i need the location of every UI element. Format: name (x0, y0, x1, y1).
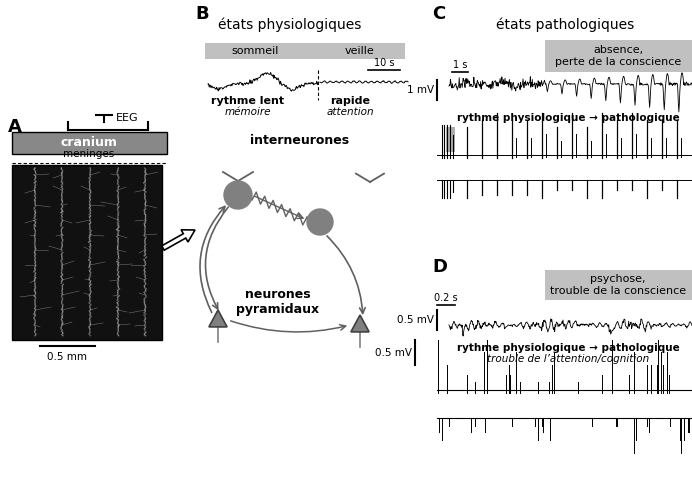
Text: attention: attention (326, 107, 374, 117)
Bar (205, 43, 405, 59)
Text: meninges: meninges (64, 149, 115, 159)
Text: A: A (8, 118, 22, 136)
Text: 0.5 mV: 0.5 mV (397, 315, 434, 325)
Text: 0.5 mV: 0.5 mV (375, 348, 412, 358)
Bar (545, 40, 692, 72)
Bar (446, 127, 448, 152)
Polygon shape (209, 310, 227, 327)
Text: rythme physiologique → pathologique: rythme physiologique → pathologique (457, 113, 680, 123)
Polygon shape (351, 315, 369, 332)
Text: états physiologiques: états physiologiques (218, 18, 362, 33)
Circle shape (224, 181, 252, 209)
Circle shape (307, 209, 333, 235)
Text: sommeil: sommeil (231, 46, 279, 56)
FancyArrow shape (162, 230, 195, 250)
Text: 0.2 s: 0.2 s (434, 293, 458, 303)
Bar (448, 127, 451, 152)
Text: B: B (195, 5, 208, 23)
Text: rapide: rapide (330, 96, 370, 106)
Text: EEG: EEG (116, 113, 138, 123)
Text: 0.5 mm: 0.5 mm (47, 352, 87, 362)
Bar (12, 132, 167, 154)
Text: psychose,
trouble de la conscience: psychose, trouble de la conscience (550, 274, 686, 296)
Text: 1 mV: 1 mV (407, 85, 434, 95)
Text: D: D (432, 258, 447, 276)
Bar (12, 165, 162, 340)
Text: rythme lent: rythme lent (212, 96, 284, 106)
Text: interneurones: interneurones (251, 133, 349, 146)
Text: états pathologiques: états pathologiques (496, 18, 634, 33)
Text: rythme physiologique → pathologique: rythme physiologique → pathologique (457, 343, 680, 353)
Text: veille: veille (345, 46, 375, 56)
Text: trouble de l’attention/cognition: trouble de l’attention/cognition (487, 354, 649, 364)
Text: C: C (432, 5, 445, 23)
Text: absence,
perte de la conscience: absence, perte de la conscience (555, 45, 681, 67)
Text: mémoire: mémoire (225, 107, 271, 117)
Text: 10 s: 10 s (374, 58, 394, 68)
Text: neurones
pyramidaux: neurones pyramidaux (237, 288, 320, 316)
Bar (451, 127, 455, 152)
Bar (545, 270, 692, 300)
Text: 1 s: 1 s (453, 60, 467, 70)
Text: cranium: cranium (61, 136, 118, 149)
